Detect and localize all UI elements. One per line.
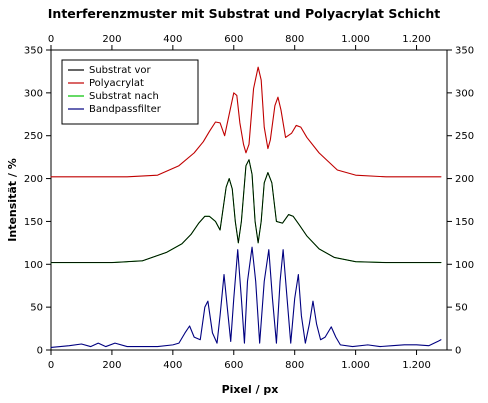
y-tick-label-right: 300	[455, 88, 474, 99]
y-tick-label-left: 350	[24, 46, 43, 57]
series-lines	[50, 66, 442, 348]
legend-box	[61, 59, 199, 125]
y-tick-label-right: 100	[455, 260, 474, 271]
x-tick-label-top: 0	[48, 34, 54, 45]
x-tick-label-top: 400	[163, 34, 182, 45]
x-axis-label: Pixel / px	[222, 383, 279, 396]
legend-entry: Bandpassfilter	[89, 104, 162, 115]
x-tick-label-bottom: 600	[224, 360, 243, 371]
y-tick-label-right: 0	[455, 346, 461, 357]
y-tick-label-right: 350	[455, 46, 474, 57]
x-tick-label-bottom: 1.200	[402, 360, 431, 371]
x-tick-label-bottom: 1.000	[341, 360, 370, 371]
x-tick-label-bottom: 400	[163, 360, 182, 371]
plot-frame	[50, 49, 448, 351]
y-tick-label-right: 150	[455, 217, 474, 228]
y-tick-label-right: 50	[455, 303, 468, 314]
x-tick-label-top: 800	[285, 34, 304, 45]
y-tick-label-left: 150	[24, 217, 43, 228]
series-line-bandpassfilter	[50, 246, 442, 348]
y-tick-label-left: 0	[37, 346, 43, 357]
y-tick-label-left: 50	[30, 303, 43, 314]
y-tick-label-left: 200	[24, 174, 43, 185]
x-tick-label-top: 1.200	[402, 34, 431, 45]
legend: Substrat vor Polyacrylat Substrat nach Band…	[61, 59, 199, 125]
series-line-polyacrylat	[50, 66, 442, 178]
legend-entry: Polyacrylat	[89, 78, 144, 89]
legend-entry: Substrat nach	[89, 91, 159, 102]
x-tick-label-top: 1.000	[341, 34, 370, 45]
x-tick-label-top: 600	[224, 34, 243, 45]
y-axis-label: Intensität / %	[6, 158, 19, 241]
axes	[50, 49, 448, 351]
chart-title: Interferenzmuster mit Substrat und Polya…	[48, 6, 440, 21]
x-tick-label-bottom: 200	[102, 360, 121, 371]
y-tick-label-left: 250	[24, 131, 43, 142]
x-tick-label-bottom: 0	[48, 360, 54, 371]
y-tick-label-right: 200	[455, 174, 474, 185]
series-line-substrat-nach	[50, 159, 442, 264]
x-tick-label-bottom: 800	[285, 360, 304, 371]
x-tick-label-top: 200	[102, 34, 121, 45]
y-tick-label-right: 250	[455, 131, 474, 142]
legend-entry: Substrat vor	[89, 65, 152, 76]
y-tick-label-left: 300	[24, 88, 43, 99]
ticks: 002002004004006006008008001.0001.0001.20…	[24, 34, 474, 371]
y-tick-label-left: 100	[24, 260, 43, 271]
series-line-substrat-vor	[50, 159, 442, 264]
